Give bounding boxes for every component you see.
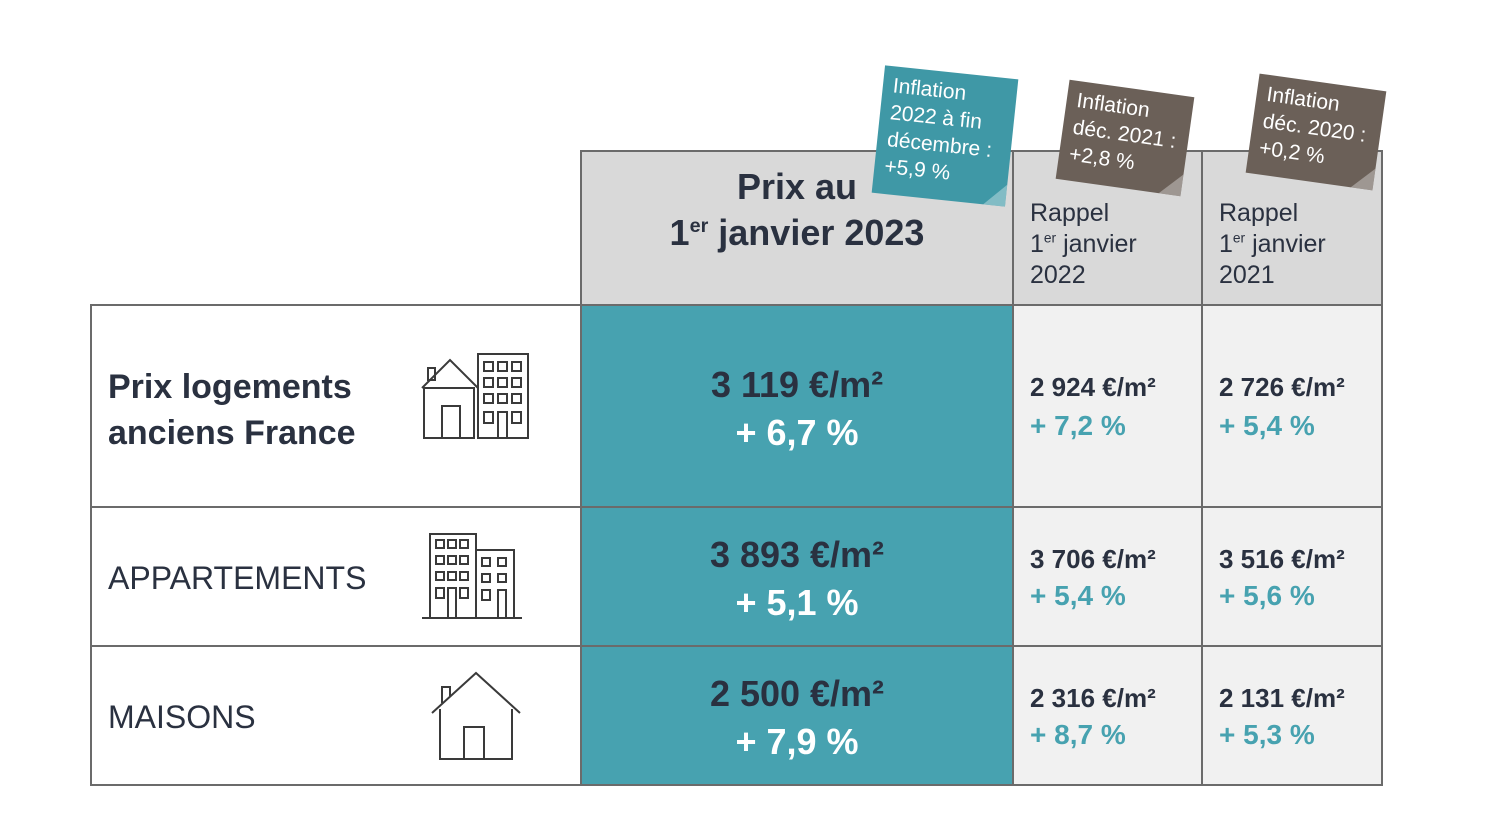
price-2022-maisons: 2 316 €/m² + 8,7 % bbox=[1012, 645, 1203, 786]
price-2021: 2 726 €/m² bbox=[1219, 372, 1345, 402]
change-2022: + 8,7 % bbox=[1030, 719, 1126, 750]
header-title-line1: Prix au bbox=[736, 166, 858, 207]
rappel-2022-text: Rappel 1er janvier 2022 bbox=[1030, 199, 1137, 289]
current-price-maisons: 2 500 €/m² + 7,9 % bbox=[580, 645, 1014, 786]
header-title: Prix au 1er janvier 2023 bbox=[582, 164, 1012, 256]
current-change: + 6,7 % bbox=[735, 412, 859, 453]
inflation-tag-2021: Inflation déc. 2021 : +2,8 % bbox=[1055, 79, 1195, 197]
change-2021: + 5,6 % bbox=[1219, 580, 1315, 611]
price-2021: 2 131 €/m² bbox=[1219, 683, 1345, 713]
price-2021: 3 516 €/m² bbox=[1219, 544, 1345, 574]
row-label-text: APPARTEMENTS bbox=[108, 560, 367, 596]
price-2022-logements: 2 924 €/m² + 7,2 % bbox=[1012, 304, 1203, 508]
header-title-line2: 1er janvier 2023 bbox=[669, 212, 925, 253]
house-icon bbox=[431, 671, 521, 760]
row-label-text: MAISONS bbox=[108, 699, 256, 735]
price-2021-logements: 2 726 €/m² + 5,4 % bbox=[1201, 304, 1383, 508]
change-2022: + 5,4 % bbox=[1030, 580, 1126, 611]
row-label-appartements: APPARTEMENTS bbox=[90, 506, 582, 647]
price-2022: 2 316 €/m² bbox=[1030, 683, 1156, 713]
row-label-logements-anciens: Prix logements anciens France bbox=[90, 304, 582, 508]
current-price: 3 119 €/m² bbox=[710, 364, 884, 405]
rappel-2021-text: Rappel 1er janvier 2021 bbox=[1219, 199, 1326, 289]
inflation-tag-2020: Inflation déc. 2020 : +0,2 % bbox=[1245, 73, 1387, 191]
current-price-logements: 3 119 €/m² + 6,7 % bbox=[580, 304, 1014, 508]
page-curl-icon bbox=[1350, 165, 1376, 191]
page-curl-icon bbox=[1158, 171, 1184, 197]
change-2022: + 7,2 % bbox=[1030, 410, 1126, 441]
row-label-text: Prix logements anciens France bbox=[108, 368, 356, 452]
page-curl-icon bbox=[983, 182, 1008, 207]
inflation-tag-2022: Inflation 2022 à fin décembre : +5,9 % bbox=[871, 65, 1019, 207]
price-2022: 2 924 €/m² bbox=[1030, 372, 1156, 402]
row-label-maisons: MAISONS bbox=[90, 645, 582, 786]
current-price: 3 893 €/m² bbox=[709, 534, 885, 575]
apartment-buildings-icon bbox=[422, 533, 522, 619]
price-2021-appartements: 3 516 €/m² + 5,6 % bbox=[1201, 506, 1383, 647]
current-price: 2 500 €/m² bbox=[709, 673, 885, 714]
house-and-building-icon bbox=[421, 353, 529, 439]
current-change: + 5,1 % bbox=[735, 582, 859, 623]
price-2022-appartements: 3 706 €/m² + 5,4 % bbox=[1012, 506, 1203, 647]
price-2021-maisons: 2 131 €/m² + 5,3 % bbox=[1201, 645, 1383, 786]
change-2021: + 5,3 % bbox=[1219, 719, 1315, 750]
change-2021: + 5,4 % bbox=[1219, 410, 1315, 441]
price-2022: 3 706 €/m² bbox=[1030, 544, 1156, 574]
current-price-appartements: 3 893 €/m² + 5,1 % bbox=[580, 506, 1014, 647]
current-change: + 7,9 % bbox=[735, 721, 859, 762]
